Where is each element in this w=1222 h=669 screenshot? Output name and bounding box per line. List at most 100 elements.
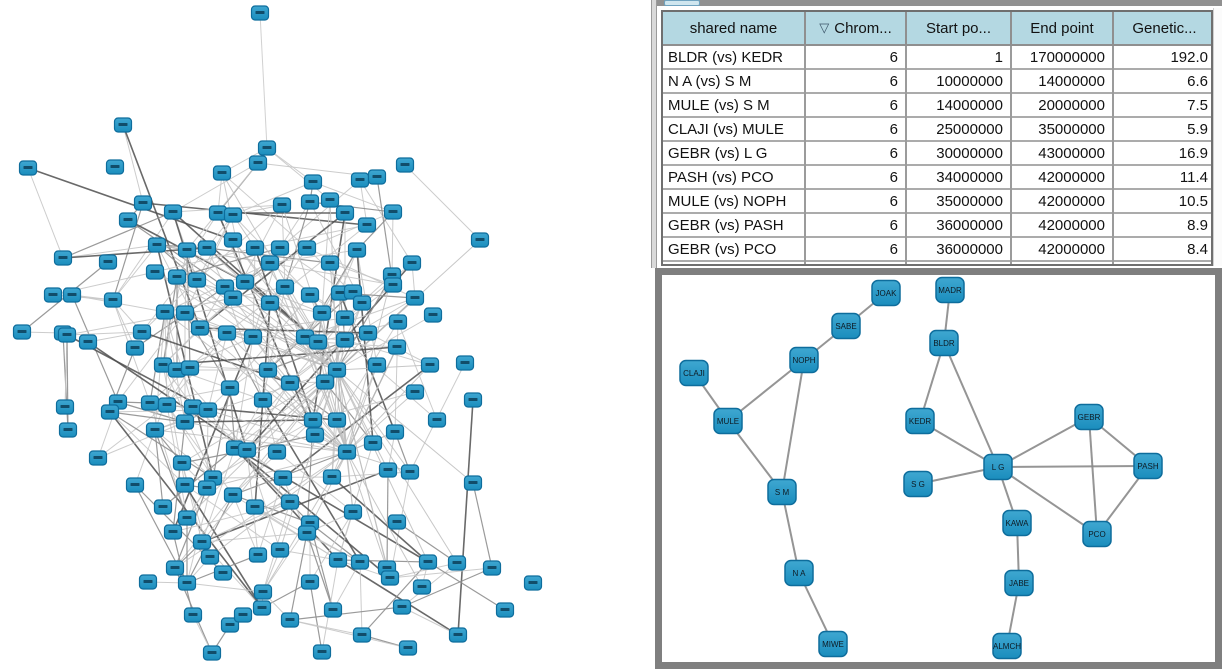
network-edge[interactable] <box>254 247 314 421</box>
table-cell[interactable]: 170000000 <box>1010 45 1113 69</box>
network-edge[interactable] <box>127 219 226 288</box>
network-edge[interactable] <box>252 336 348 453</box>
table-cell[interactable]: 5.9 <box>1112 116 1211 141</box>
table-cell[interactable]: 34000000 <box>905 164 1011 189</box>
network-node[interactable] <box>57 327 77 343</box>
network-node[interactable] <box>357 217 377 233</box>
network-edge[interactable] <box>389 562 458 579</box>
network-node[interactable] <box>323 602 343 618</box>
network-node[interactable] <box>12 324 32 340</box>
table-cell[interactable]: 35000000 <box>905 188 1011 213</box>
network-node[interactable] <box>402 255 422 271</box>
network-edge[interactable] <box>109 411 214 479</box>
network-edge[interactable] <box>212 476 333 479</box>
network-node[interactable] <box>192 534 212 550</box>
network-edge[interactable] <box>306 532 334 611</box>
network-node[interactable] <box>267 444 287 460</box>
network-node[interactable] <box>220 380 240 396</box>
table-cell[interactable]: BLDR (vs) KEDR <box>668 48 784 66</box>
network-node-s-g[interactable]: S G <box>903 470 933 498</box>
network-node[interactable] <box>153 499 173 515</box>
network-edge[interactable] <box>359 179 413 264</box>
network-node[interactable] <box>405 290 425 306</box>
network-node[interactable] <box>55 399 75 415</box>
table-cell[interactable]: 11.4 <box>1112 164 1211 189</box>
network-node[interactable] <box>197 480 217 496</box>
network-node-claji[interactable]: CLAJI <box>679 359 709 387</box>
network-node[interactable] <box>470 232 490 248</box>
network-node-kedr[interactable]: KEDR <box>905 407 935 435</box>
network-node[interactable] <box>327 412 347 428</box>
network-edge[interactable] <box>166 404 214 479</box>
network-node[interactable] <box>322 469 342 485</box>
network-edge[interactable] <box>62 211 174 259</box>
network-node[interactable] <box>392 599 412 615</box>
network-node[interactable] <box>383 277 403 293</box>
network-node[interactable] <box>145 264 165 280</box>
network-edge[interactable] <box>289 532 308 621</box>
network-node[interactable] <box>113 117 133 133</box>
network-node-pash[interactable]: PASH <box>1133 452 1163 480</box>
network-node-l-g[interactable]: L G <box>983 453 1013 481</box>
network-node-jabe[interactable]: JABE <box>1004 569 1034 597</box>
network-edge[interactable] <box>309 522 361 563</box>
network-edge[interactable] <box>154 429 348 453</box>
network-node[interactable] <box>248 547 268 563</box>
network-edge[interactable] <box>97 421 186 459</box>
network-edge[interactable] <box>309 511 354 583</box>
network-edge[interactable] <box>346 364 378 453</box>
network-node[interactable] <box>400 464 420 480</box>
network-edge[interactable] <box>259 12 268 149</box>
network-node[interactable] <box>248 155 268 171</box>
network-edge[interactable] <box>209 451 348 558</box>
table-scrollbar-track[interactable] <box>1213 8 1222 266</box>
network-edge[interactable] <box>212 419 314 479</box>
column-header-shared-name[interactable]: shared name <box>663 12 805 46</box>
network-edge[interactable] <box>246 449 281 551</box>
network-edge[interactable] <box>336 292 341 371</box>
table-cell[interactable]: 1 <box>905 45 1011 69</box>
network-node[interactable] <box>423 307 443 323</box>
network-node[interactable] <box>367 357 387 373</box>
network-edge[interactable] <box>109 411 186 423</box>
network-edge[interactable] <box>337 559 459 636</box>
network-node[interactable] <box>358 325 378 341</box>
network-edge[interactable] <box>246 382 291 451</box>
table-cell[interactable]: GEBR (vs) PCO <box>663 236 805 261</box>
network-edge[interactable] <box>117 401 186 423</box>
network-edge[interactable] <box>361 561 429 636</box>
network-node[interactable] <box>352 627 372 643</box>
network-node[interactable] <box>328 552 348 568</box>
network-node[interactable] <box>337 444 357 460</box>
network-edge[interactable] <box>997 416 1090 468</box>
network-node[interactable] <box>463 475 483 491</box>
column-header-start-po[interactable]: Start po... <box>905 12 1011 46</box>
network-edge[interactable] <box>207 332 228 411</box>
network-node[interactable] <box>378 462 398 478</box>
network-node[interactable] <box>18 160 38 176</box>
table-cell[interactable]: 36000000 <box>905 236 1011 261</box>
network-node[interactable] <box>320 255 340 271</box>
network-node[interactable] <box>183 607 203 623</box>
network-node[interactable] <box>167 269 187 285</box>
table-row[interactable]: MULE (vs) NOPH 6 35000000 42000000 10.5 <box>663 188 1211 213</box>
table-cell[interactable]: N A (vs) S M <box>663 68 805 93</box>
network-edge[interactable] <box>336 369 474 484</box>
network-node[interactable] <box>405 384 425 400</box>
network-node[interactable] <box>350 172 370 188</box>
network-node[interactable] <box>257 140 277 156</box>
network-node[interactable] <box>105 159 125 175</box>
network-node[interactable] <box>132 324 152 340</box>
network-edge[interactable] <box>332 561 361 611</box>
network-node[interactable] <box>200 549 220 565</box>
network-node[interactable] <box>172 455 192 471</box>
network-node[interactable] <box>418 554 438 570</box>
network-node[interactable] <box>303 412 323 428</box>
network-node[interactable] <box>420 357 440 373</box>
network-edge[interactable] <box>112 244 158 301</box>
column-header-genetic[interactable]: Genetic... <box>1112 12 1211 46</box>
network-node[interactable] <box>250 5 270 21</box>
network-node[interactable] <box>245 240 265 256</box>
table-cell[interactable]: 42000000 <box>1010 188 1113 213</box>
table-row[interactable]: CLAJI (vs) MULE 6 25000000 35000000 5.9 <box>663 116 1211 141</box>
